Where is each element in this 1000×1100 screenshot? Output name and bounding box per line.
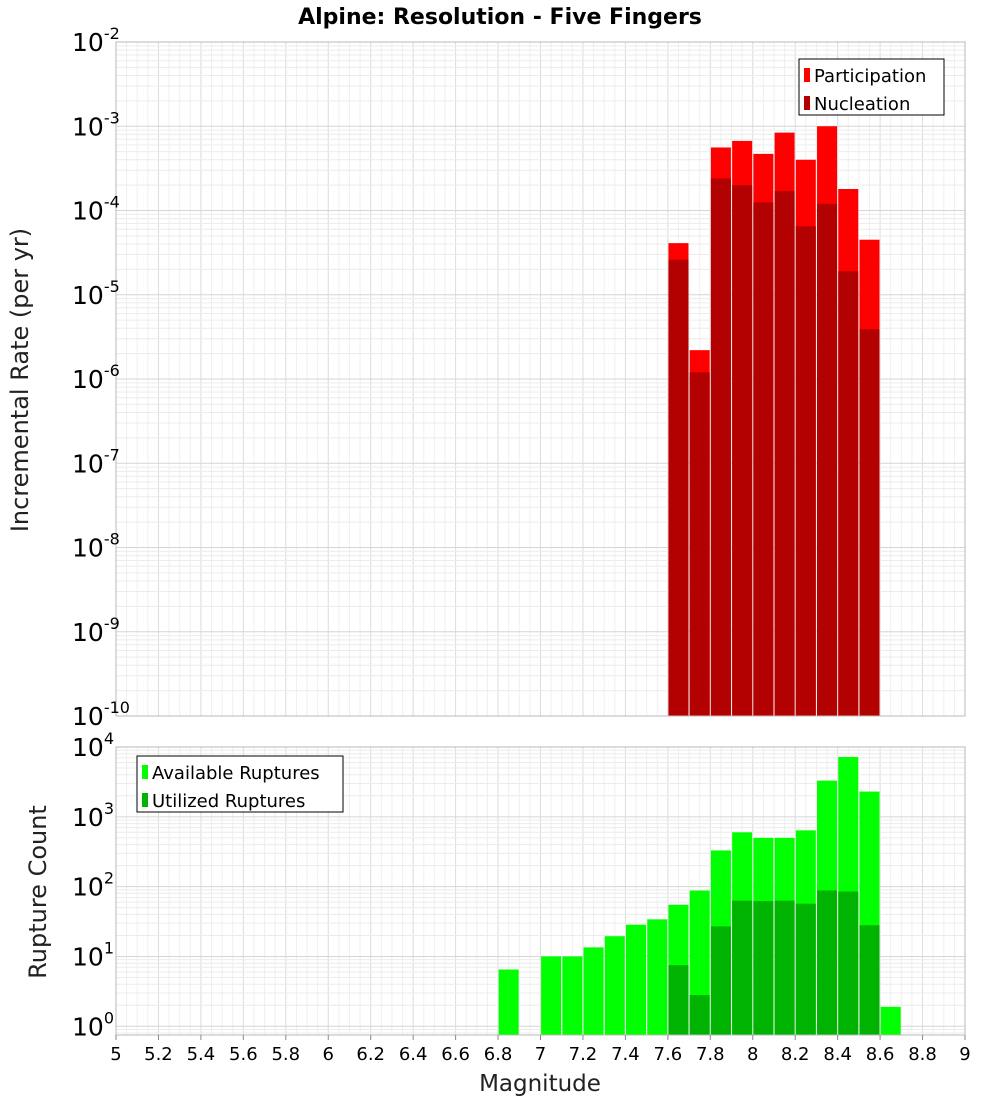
x-tick-label: 8.8 (908, 1044, 937, 1065)
y-tick-label: 102 (72, 869, 114, 902)
x-tick-label: 6.2 (356, 1044, 385, 1065)
bar-available-ruptures (562, 956, 583, 1035)
bar-nucleation (838, 271, 859, 716)
x-axis-label: Magnitude (479, 1071, 601, 1097)
bar-nucleation (795, 226, 816, 716)
legend-swatch (804, 96, 810, 110)
bar-utilized-ruptures (668, 965, 689, 1035)
x-tick-label: 8.2 (781, 1044, 810, 1065)
x-tick-label: 5 (110, 1044, 121, 1065)
legend-entry: Utilized Ruptures (152, 791, 305, 812)
top-y-axis-label: Incremental Rate (per yr) (6, 228, 34, 532)
x-tick-label: 6.4 (399, 1044, 428, 1065)
legend-entry: Participation (814, 66, 926, 87)
bar-utilized-ruptures (732, 900, 753, 1035)
bar-utilized-ruptures (774, 900, 795, 1035)
bar-utilized-ruptures (817, 890, 838, 1035)
bottom-plot: 100 101 102 103 104 Available Ruptures Utilize… (72, 729, 971, 1065)
legend-swatch (804, 68, 810, 82)
x-tick-label: 7.6 (654, 1044, 683, 1065)
y-tick-label: 10-9 (72, 614, 120, 647)
bar-nucleation (859, 329, 880, 716)
x-tick-label: 7.4 (611, 1044, 640, 1065)
legend-entry: Nucleation (814, 94, 910, 115)
bar-nucleation (774, 191, 795, 717)
x-tick-label: 7.8 (696, 1044, 725, 1065)
x-tick-label: 5.2 (144, 1044, 173, 1065)
bar-utilized-ruptures (795, 903, 816, 1035)
top-plot: 10-10 10-9 10-8 10-7 10-6 10-5 10-4 10-3 10-2 Par… (72, 24, 966, 731)
y-tick-label: 103 (72, 799, 114, 832)
bar-available-ruptures (604, 936, 625, 1035)
y-tick-label: 10-7 (72, 445, 120, 478)
y-tick-label: 10-6 (72, 361, 120, 394)
bar-utilized-ruptures (859, 925, 880, 1035)
y-tick-label: 10-8 (72, 530, 120, 563)
x-tick-label: 6.8 (484, 1044, 513, 1065)
bar-utilized-ruptures (753, 901, 774, 1035)
bar-nucleation (668, 259, 689, 716)
bar-nucleation (689, 372, 710, 716)
x-tick-label: 8.6 (866, 1044, 895, 1065)
legend-swatch (142, 765, 148, 779)
bar-utilized-ruptures (689, 995, 710, 1035)
x-tick-label: 9 (959, 1044, 970, 1065)
bar-nucleation (817, 203, 838, 716)
x-tick-label: 5.4 (187, 1044, 216, 1065)
bar-utilized-ruptures (710, 926, 731, 1035)
legend-box (798, 58, 945, 116)
x-tick-label: 8.4 (823, 1044, 852, 1065)
bar-nucleation (753, 202, 774, 716)
bar-nucleation (710, 178, 731, 716)
x-tick-label: 7.2 (569, 1044, 598, 1065)
bottom-y-axis-label: Rupture Count (24, 805, 52, 979)
x-tick-label: 6.6 (441, 1044, 470, 1065)
plot-frame (115, 41, 966, 717)
y-tick-label: 10-3 (72, 108, 120, 141)
bar-utilized-ruptures (838, 891, 859, 1035)
y-tick-label: 100 (72, 1008, 114, 1041)
legend-entry: Available Ruptures (152, 763, 320, 784)
y-tick-label: 104 (72, 729, 114, 762)
y-tick-label: 10-2 (72, 24, 120, 57)
bar-available-ruptures (541, 956, 562, 1035)
chart-title: Alpine: Resolution - Five Fingers (298, 5, 702, 30)
bar-available-ruptures (626, 924, 647, 1035)
legend-box (136, 755, 344, 813)
x-tick-label: 6 (323, 1044, 334, 1065)
bar-available-ruptures (647, 919, 668, 1035)
x-tick-label: 7 (535, 1044, 546, 1065)
x-tick-label: 5.8 (271, 1044, 300, 1065)
legend-swatch (142, 793, 148, 807)
y-tick-label: 10-5 (72, 277, 120, 310)
y-tick-label: 10-10 (72, 698, 130, 731)
bar-available-ruptures (498, 969, 519, 1035)
x-tick-label: 5.6 (229, 1044, 258, 1065)
x-tick-label: 8 (747, 1044, 758, 1065)
bar-available-ruptures (880, 1006, 901, 1035)
bar-available-ruptures (583, 947, 604, 1035)
bar-nucleation (732, 185, 753, 716)
y-tick-label: 10-4 (72, 193, 120, 226)
y-tick-label: 101 (72, 938, 114, 971)
